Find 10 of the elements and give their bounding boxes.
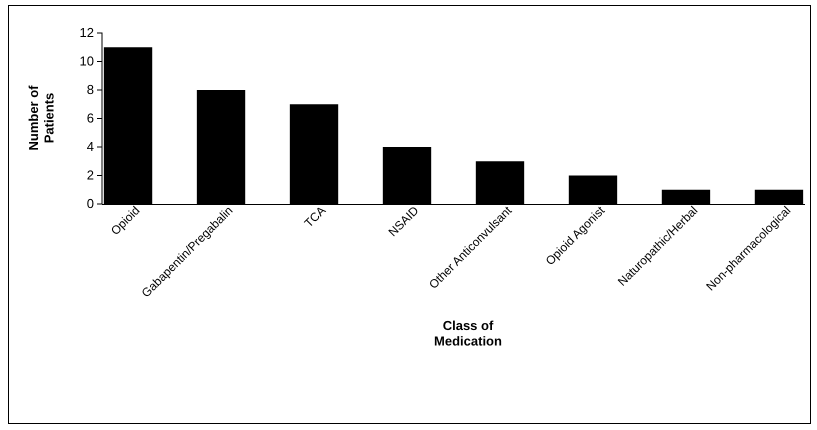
x-tick-label: TCA [302,203,328,230]
y-tick-label: 4 [86,139,94,154]
y-tick-label: 12 [80,25,94,40]
y-tick-label: 2 [86,168,94,183]
y-axis-title: Number of Patients [26,84,57,150]
y-tick-label: 10 [80,54,94,69]
x-axis-title: Class of Medication [434,318,502,349]
y-tick-label: 0 [86,196,94,212]
y-tick-label: 6 [86,110,94,126]
y-tick-label: 8 [86,82,94,98]
